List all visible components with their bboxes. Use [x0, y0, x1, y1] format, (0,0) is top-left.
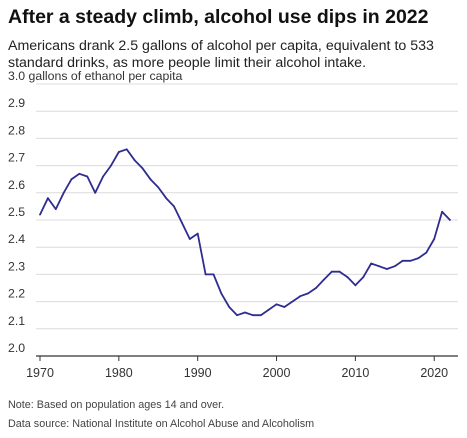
data-point	[78, 172, 81, 175]
data-point	[425, 251, 428, 254]
chart-title: After a steady climb, alcohol use dips i…	[8, 6, 429, 28]
x-tick-label: 2000	[263, 366, 291, 380]
data-point	[196, 232, 199, 235]
data-source: Data source: National Institute on Alcoh…	[8, 418, 315, 430]
data-point	[133, 159, 136, 162]
data-point	[291, 300, 294, 303]
x-tick-label: 1990	[184, 366, 212, 380]
data-point	[70, 178, 73, 181]
data-point	[204, 273, 207, 276]
data-point	[259, 314, 262, 317]
x-tick-label: 2010	[341, 366, 369, 380]
data-point	[299, 295, 302, 298]
data-point	[188, 238, 191, 240]
data-point	[149, 178, 152, 181]
data-point	[220, 292, 223, 295]
data-point	[370, 262, 373, 265]
data-point	[173, 205, 175, 208]
data-point	[102, 175, 104, 178]
data-point	[228, 306, 231, 308]
data-point	[117, 151, 120, 153]
x-tick-label: 1970	[26, 366, 54, 380]
data-point	[252, 314, 254, 317]
data-point	[362, 276, 365, 278]
data-point	[393, 265, 396, 268]
series-layer	[39, 148, 451, 317]
chart-subtitle: Americans drank 2.5 gallons of alcohol p…	[8, 38, 434, 71]
data-point	[181, 221, 183, 224]
data-point	[386, 268, 388, 270]
data-point	[322, 278, 325, 281]
data-point	[441, 210, 443, 213]
data-point	[244, 311, 246, 314]
data-point	[86, 175, 89, 178]
data-point	[417, 257, 420, 259]
y-tick-label: 2.2	[8, 287, 25, 301]
gridlines	[36, 83, 458, 357]
y-tick-label: 2.1	[8, 314, 25, 328]
data-point	[141, 167, 144, 170]
data-point	[125, 148, 128, 151]
data-point	[267, 308, 270, 311]
data-point	[54, 208, 57, 211]
data-point	[236, 314, 239, 317]
data-point	[165, 197, 168, 200]
data-point	[94, 191, 97, 194]
data-point	[315, 287, 317, 289]
y-axis-label: 3.0 gallons of ethanol per capita	[8, 69, 182, 83]
y-tick-label: 2.0	[8, 341, 25, 355]
y-tick-label: 2.8	[8, 123, 25, 137]
data-point	[401, 259, 404, 262]
data-point	[212, 273, 215, 276]
data-point	[409, 259, 412, 262]
x-tick-label: 1980	[105, 366, 133, 380]
data-point	[354, 284, 357, 287]
y-tick-label: 2.7	[8, 151, 25, 165]
y-tick-label: 2.9	[8, 96, 25, 110]
data-point	[275, 303, 278, 306]
data-point	[307, 292, 309, 295]
y-tick-label: 2.4	[8, 232, 25, 246]
series-line	[39, 148, 451, 317]
data-point	[346, 276, 349, 278]
x-tick-label: 2020	[420, 366, 448, 380]
data-point	[330, 270, 333, 273]
data-point	[433, 238, 436, 240]
y-axis-labels: 2.0 2.1 2.2 2.3 2.4 2.5 2.6 2.7 2.8 2.9 3.0 gallon…	[8, 69, 182, 355]
y-tick-label: 2.5	[8, 205, 25, 219]
y-tick-label: 2.6	[8, 178, 25, 192]
data-point	[47, 197, 49, 200]
data-point	[338, 270, 341, 273]
data-point	[62, 191, 65, 194]
x-axis: 1970 1980 1990 2000 2010 2020	[26, 356, 448, 380]
data-point	[110, 164, 112, 167]
chart-note: Note: Based on population ages 14 and ov…	[8, 399, 225, 411]
data-point	[378, 265, 380, 268]
data-point	[283, 306, 286, 308]
data-point	[157, 186, 160, 189]
data-point	[39, 213, 41, 216]
y-tick-label: 2.3	[8, 259, 25, 273]
data-point	[449, 219, 451, 221]
